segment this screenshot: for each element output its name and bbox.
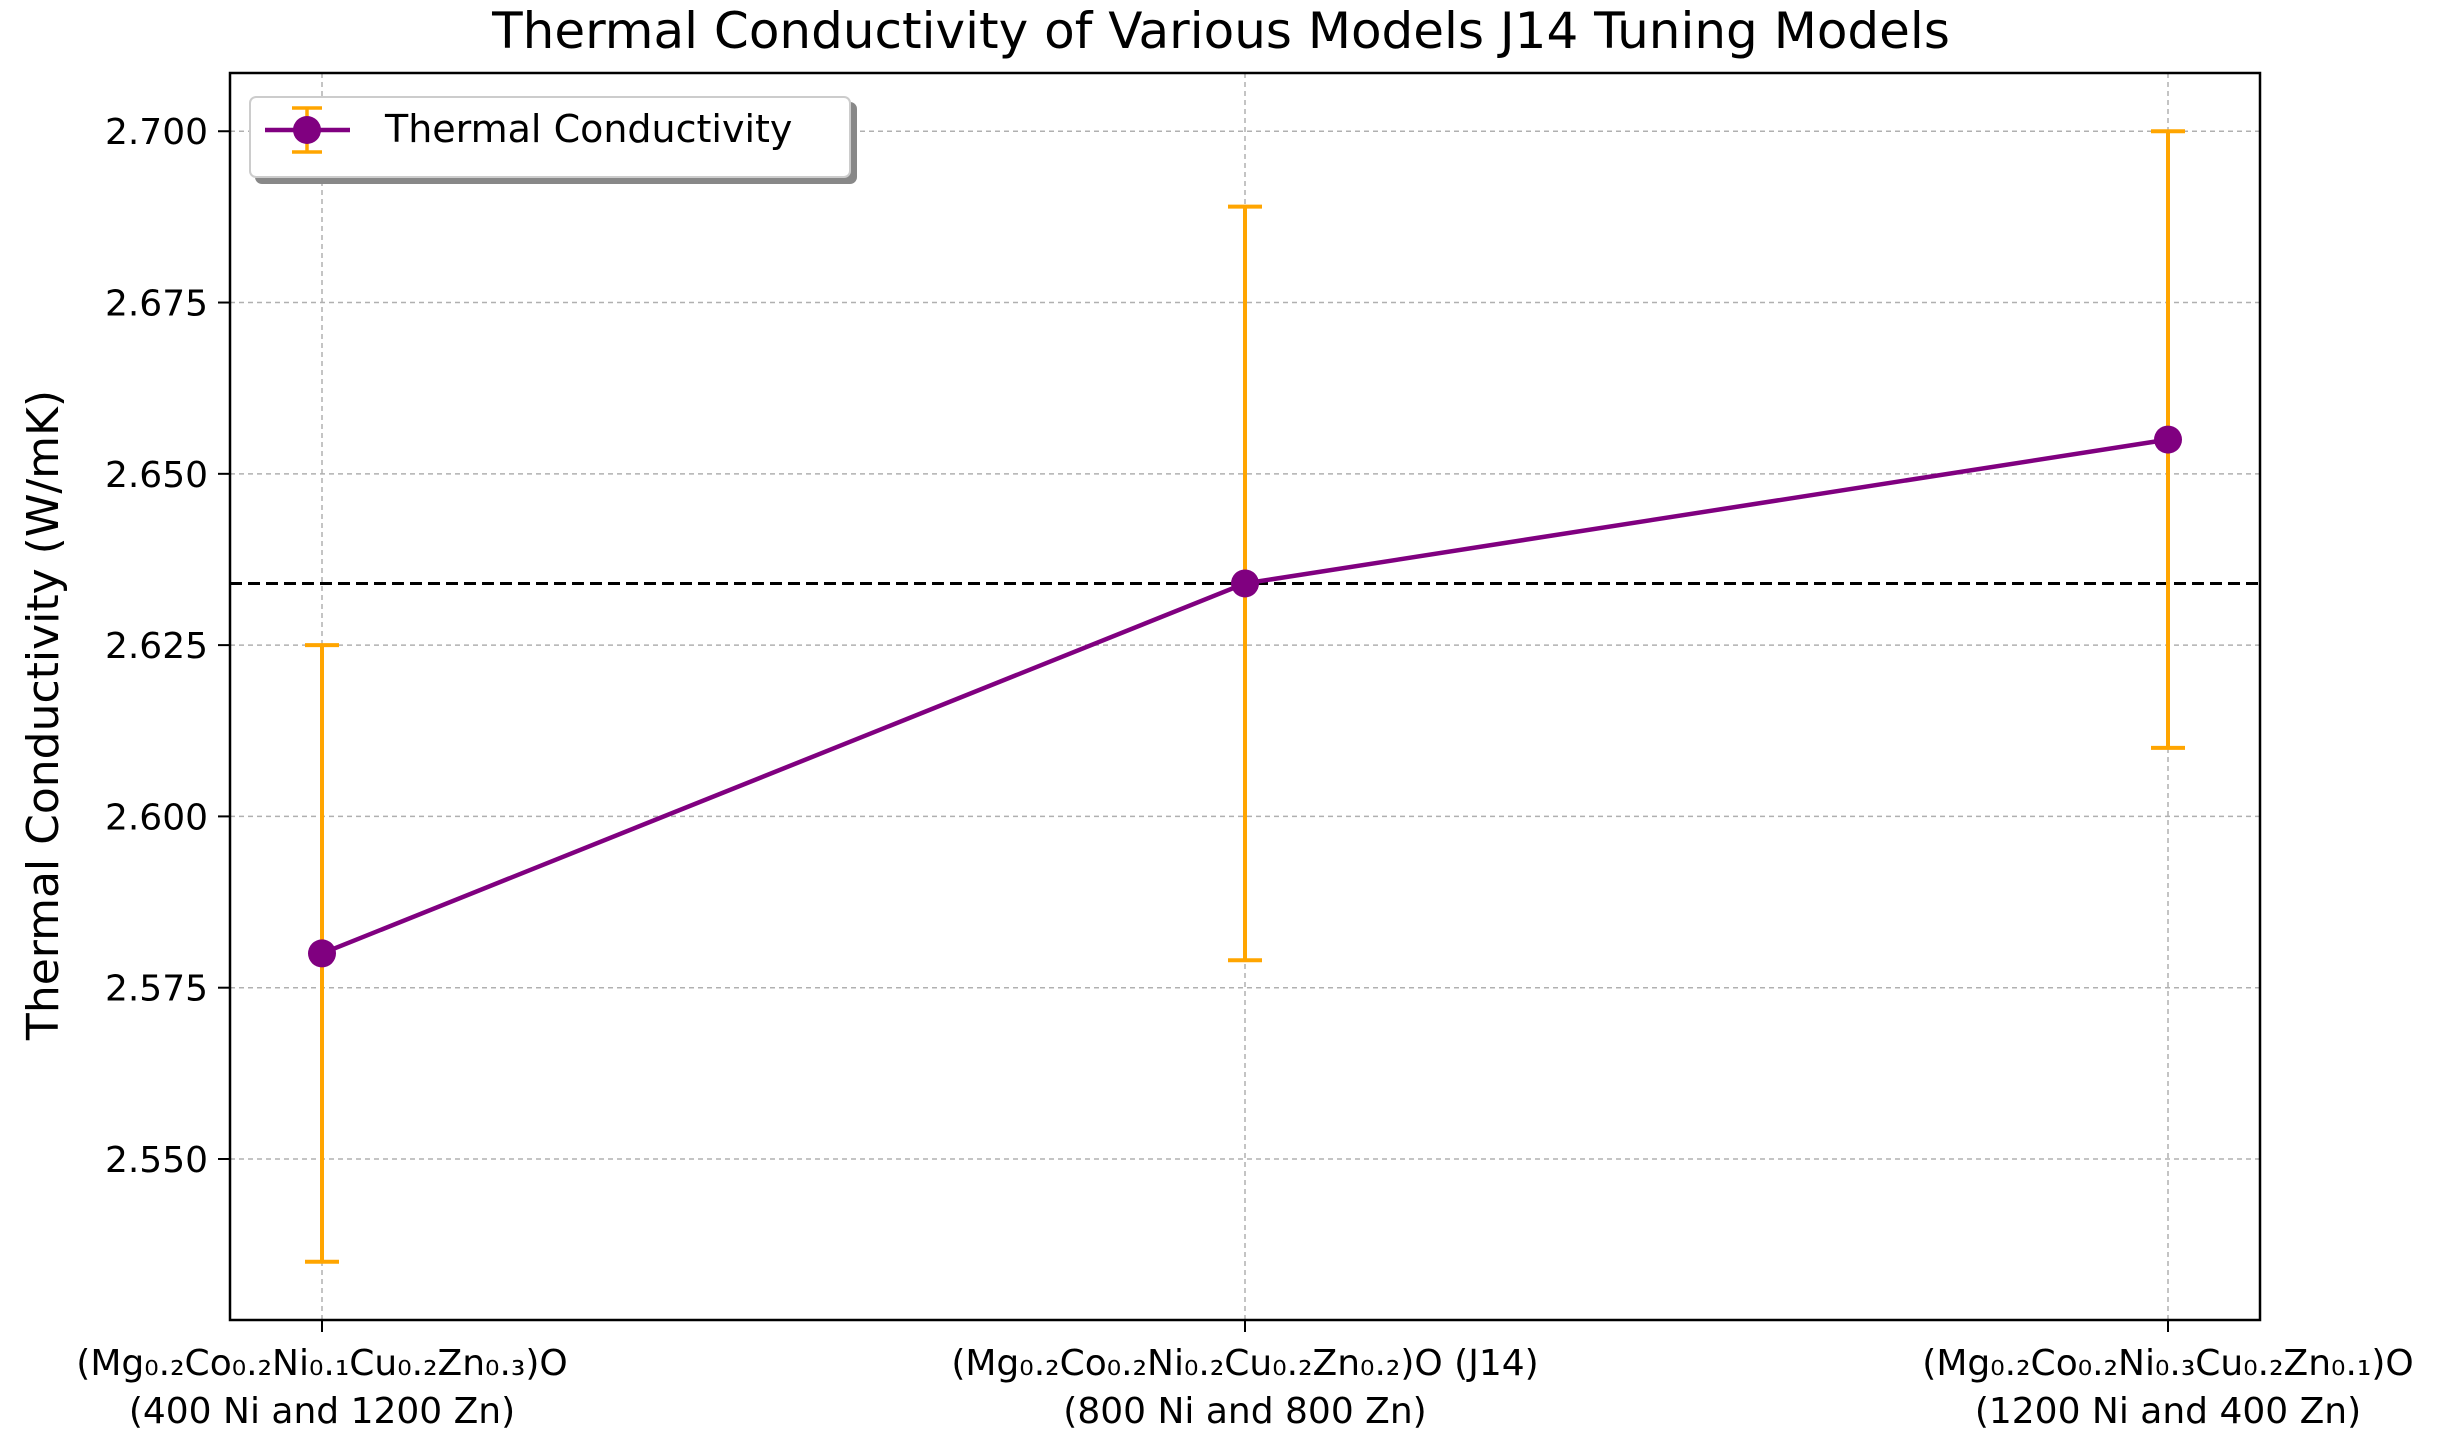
legend-marker-icon <box>293 116 321 144</box>
y-tick-label: 2.625 <box>105 626 208 667</box>
x-axis: (Mg₀.₂Co₀.₂Ni₀.₁Cu₀.₂Zn₀.₃)O (400 Ni and … <box>76 1320 2414 1432</box>
x-tick-label: (1200 Ni and 400 Zn) <box>1975 1391 2361 1432</box>
x-tick-label: (400 Ni and 1200 Zn) <box>129 1391 515 1432</box>
x-tick-label: (Mg₀.₂Co₀.₂Ni₀.₂Cu₀.₂Zn₀.₂)O (J14) <box>951 1343 1538 1384</box>
x-tick-label: (Mg₀.₂Co₀.₂Ni₀.₃Cu₀.₂Zn₀.₁)O <box>1922 1343 2413 1384</box>
plot-frame <box>228 71 2262 1322</box>
legend-label: Thermal Conductivity <box>384 107 792 151</box>
data-point <box>2154 425 2182 454</box>
y-tick-label: 2.550 <box>105 1140 208 1181</box>
x-tick-label: (800 Ni and 800 Zn) <box>1063 1391 1426 1432</box>
chart-title: Thermal Conductivity of Various Models J… <box>491 2 1950 60</box>
y-tick-label: 2.575 <box>105 969 208 1010</box>
y-axis-label: Thermal Conductivity (W/mK) <box>18 390 69 1041</box>
y-tick-label: 2.700 <box>105 112 208 153</box>
y-tick-label: 2.600 <box>105 797 208 838</box>
data-point <box>1231 569 1259 598</box>
legend: Thermal Conductivity <box>249 96 851 178</box>
legend-box <box>249 96 851 178</box>
series-markers <box>308 425 2182 968</box>
y-tick-label: 2.675 <box>105 284 208 325</box>
data-point <box>308 939 336 968</box>
x-tick-label: (Mg₀.₂Co₀.₂Ni₀.₁Cu₀.₂Zn₀.₃)O <box>76 1343 567 1384</box>
y-axis: 2.550 2.575 2.600 2.625 2.650 2.675 2.700 <box>105 112 230 1181</box>
y-tick-label: 2.650 <box>105 455 208 496</box>
